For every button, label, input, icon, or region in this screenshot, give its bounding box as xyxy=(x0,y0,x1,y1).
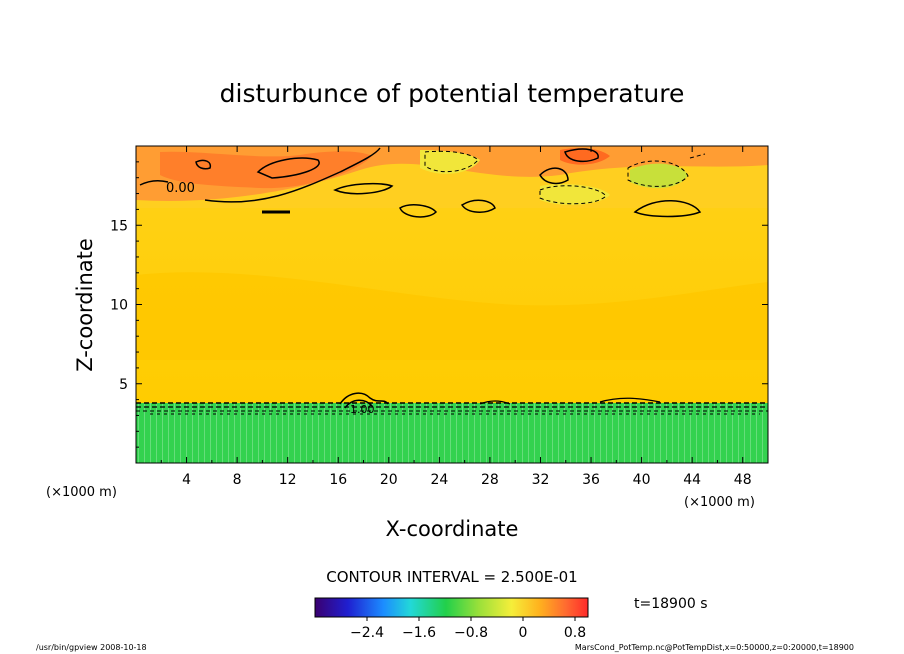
contours-interface xyxy=(136,392,768,415)
colorbar-tick-label: −2.4 xyxy=(350,625,384,641)
x-tick-label: 32 xyxy=(532,472,550,488)
x-tick-label: 44 xyxy=(683,472,701,488)
x-axis-label: X-coordinate xyxy=(386,517,519,541)
colorbar-ticks: −2.4 −1.6 −0.8 0 0.8 xyxy=(350,617,586,641)
colorbar-tick-label: −1.6 xyxy=(402,625,436,641)
x-tick-label: 36 xyxy=(582,472,600,488)
contours-upper xyxy=(139,147,702,218)
x-tick-label: 20 xyxy=(380,472,398,488)
x-tick-labels: 4 8 12 16 20 24 28 32 36 40 44 48 xyxy=(182,472,752,488)
x-axis-units: (×1000 m) xyxy=(684,495,755,510)
cool-patch-1 xyxy=(420,150,480,174)
region-middle-band xyxy=(136,272,768,360)
colorbar-gradient xyxy=(314,597,589,618)
contour-label-1: 1.00 xyxy=(350,403,375,416)
x-tick-label: 24 xyxy=(430,472,448,488)
x-tick-label: 12 xyxy=(279,472,297,488)
x-tick-label: 48 xyxy=(734,472,752,488)
colorbar-tick-label: 0 xyxy=(519,625,528,641)
contour-interval: CONTOUR INTERVAL = 2.500E-01 xyxy=(326,568,577,586)
y-axis-label: Z-coordinate xyxy=(73,238,97,372)
colorbar: −2.4 −1.6 −0.8 0 0.8 xyxy=(314,597,589,641)
y-axis: 5 10 15 xyxy=(110,161,768,448)
y-axis-units: (×1000 m) xyxy=(46,485,117,500)
x-tick-label: 28 xyxy=(481,472,499,488)
cool-patch-2 xyxy=(630,163,688,189)
x-tick-label: 4 xyxy=(182,472,191,488)
cool-patch-3 xyxy=(540,184,610,205)
footer-left: /usr/bin/gpview 2008-10-18 xyxy=(36,643,147,652)
y-tick-label: 15 xyxy=(110,218,128,234)
warm-patch-2 xyxy=(560,148,610,165)
x-axis: 4 8 12 16 20 24 28 32 36 40 44 48 xyxy=(160,146,752,488)
y-ticks xyxy=(136,161,768,448)
x-ticks xyxy=(160,146,744,463)
colorbar-tick-label: 0.8 xyxy=(564,625,586,641)
contour-label-0: 0.00 xyxy=(166,181,195,196)
x-tick-label: 40 xyxy=(633,472,651,488)
region-lower-texture xyxy=(136,403,768,463)
contours-upper-dashed xyxy=(424,150,706,205)
chart-title: disturbunce of potential temperature xyxy=(220,79,685,108)
y-tick-labels: 5 10 15 xyxy=(110,218,128,393)
time-label: t=18900 s xyxy=(634,596,708,612)
footer-right: MarsCond_PotTemp.nc@PotTempDist,x=0:5000… xyxy=(575,643,854,652)
x-tick-label: 8 xyxy=(233,472,242,488)
x-tick-label: 16 xyxy=(329,472,347,488)
y-tick-label: 10 xyxy=(110,298,128,314)
colorbar-tick-label: −0.8 xyxy=(454,625,488,641)
y-tick-label: 5 xyxy=(119,377,128,393)
plot-area: 0.00 1.00 xyxy=(135,145,769,464)
